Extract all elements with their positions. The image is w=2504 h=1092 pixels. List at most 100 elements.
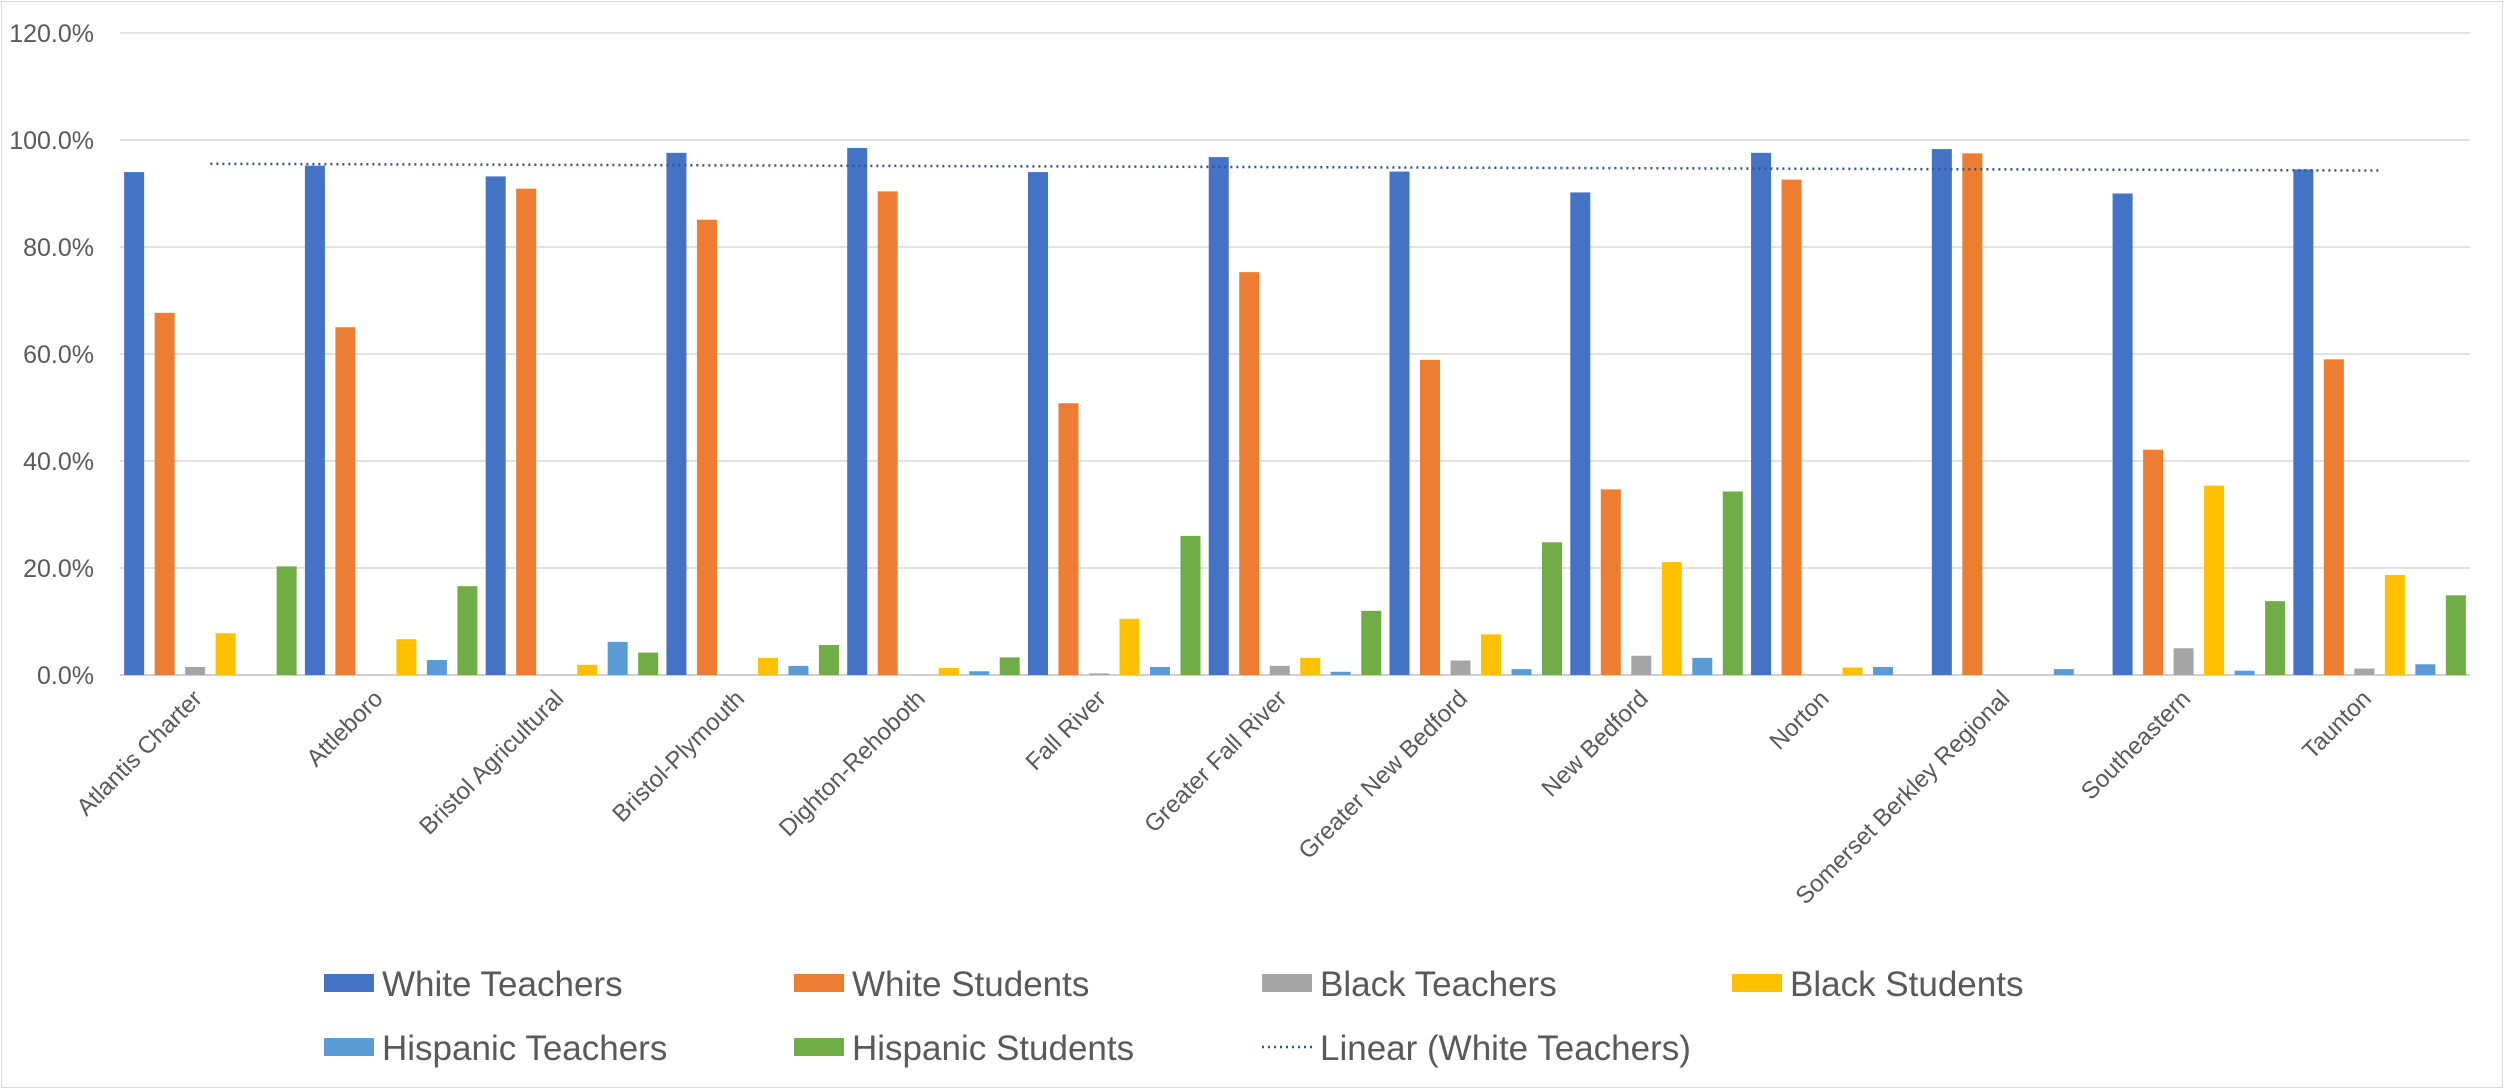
bar-black-teachers <box>1450 660 1471 675</box>
bar-white-teachers <box>1208 157 1229 675</box>
bar-hispanic-students <box>457 586 478 675</box>
bar-black-students <box>1300 657 1321 675</box>
x-tick-label: Taunton <box>2297 685 2376 764</box>
bar-hispanic-students <box>1361 610 1382 675</box>
y-tick-label: 60.0% <box>23 341 94 369</box>
x-tick-label: Somerset Berkley Regional <box>1791 685 2016 910</box>
bar-black-students <box>215 633 236 675</box>
bar-black-students <box>1481 634 1502 675</box>
legend-item: Black Students <box>1732 965 2023 1004</box>
bar-white-teachers <box>1751 152 1772 676</box>
x-axis: Atlantis Charter Attleboro Bristol Agricul… <box>72 685 2377 910</box>
bar-hispanic-teachers <box>1692 657 1713 675</box>
bar-white-students <box>696 219 717 675</box>
y-tick-label: 40.0% <box>23 448 94 476</box>
legend-label: White Students <box>852 965 1089 1004</box>
x-tick-label: Greater New Bedford <box>1294 685 1473 864</box>
legend-item: Linear (White Teachers) <box>1262 1029 1691 1068</box>
bar-white-teachers <box>485 176 506 675</box>
bar-hispanic-students <box>1722 491 1743 675</box>
legend-label: Hispanic Students <box>852 1029 1134 1068</box>
x-tick-label: Fall River <box>1021 685 1112 776</box>
bar-white-students <box>335 327 356 675</box>
legend-label: Black Students <box>1790 965 2023 1004</box>
gridlines <box>120 32 2470 676</box>
x-tick-label: Bristol Agricultural <box>414 685 569 840</box>
bar-black-students <box>1119 618 1140 675</box>
bar-black-teachers <box>185 666 206 675</box>
bar-hispanic-students <box>818 645 839 675</box>
legend-label: Black Teachers <box>1320 965 1557 1004</box>
legend: White Teachers White Students Black Teache… <box>324 965 2023 1068</box>
legend-swatch <box>794 974 844 992</box>
bar-hispanic-teachers <box>2053 669 2074 675</box>
y-tick-label: 120.0% <box>9 20 94 48</box>
bar-black-students <box>938 668 959 675</box>
legend-item: Hispanic Students <box>794 1029 1134 1068</box>
bar-white-students <box>1781 179 1802 675</box>
legend-label: Linear (White Teachers) <box>1320 1029 1691 1068</box>
bar-black-teachers <box>1088 673 1109 675</box>
bar-white-teachers <box>1027 172 1048 675</box>
legend-swatch <box>1262 974 1312 992</box>
legend-swatch <box>324 1038 374 1056</box>
bar-hispanic-teachers <box>788 665 809 675</box>
bar-hispanic-teachers <box>969 671 990 675</box>
bar-white-teachers <box>1389 171 1410 675</box>
bar-white-students <box>1058 403 1079 675</box>
bar-black-students <box>2384 574 2405 675</box>
x-tick-label: Greater Fall River <box>1139 685 1292 838</box>
bar-white-students <box>2143 449 2164 675</box>
bar-white-students <box>1420 359 1441 675</box>
bar-white-teachers <box>1570 192 1591 675</box>
bar-hispanic-students <box>1180 535 1201 675</box>
bar-hispanic-teachers <box>426 660 447 675</box>
bar-black-teachers <box>2173 648 2194 675</box>
bar-hispanic-teachers <box>1511 669 1532 675</box>
bar-white-teachers <box>304 165 325 675</box>
bar-black-students <box>757 657 778 675</box>
bar-hispanic-students <box>2265 601 2286 675</box>
bar-white-teachers <box>847 148 868 675</box>
bar-white-students <box>154 312 175 675</box>
legend-label: Hispanic Teachers <box>382 1029 667 1068</box>
bar-black-students <box>396 639 417 675</box>
legend-swatch <box>794 1038 844 1056</box>
y-tick-label: 80.0% <box>23 234 94 262</box>
legend-item: White Students <box>794 965 1089 1004</box>
bar-white-students <box>1600 489 1621 675</box>
bar-white-teachers <box>2293 169 2314 676</box>
bar-black-students <box>1661 562 1682 675</box>
y-tick-label: 0.0% <box>37 662 94 690</box>
bar-hispanic-teachers <box>1149 666 1170 675</box>
x-tick-label: Attleboro <box>301 685 388 772</box>
y-tick-label: 100.0% <box>9 127 94 155</box>
legend-item: Black Teachers <box>1262 965 1557 1004</box>
bar-hispanic-teachers <box>2415 664 2436 675</box>
legend-label: White Teachers <box>382 965 623 1004</box>
bar-white-students <box>516 188 537 675</box>
bar-white-students <box>1239 272 1260 675</box>
bar-hispanic-teachers <box>2234 670 2255 675</box>
bar-white-students <box>1962 153 1983 675</box>
legend-item: Hispanic Teachers <box>324 1029 667 1068</box>
legend-item: White Teachers <box>324 965 623 1004</box>
x-tick-label: New Bedford <box>1537 685 1654 802</box>
x-tick-label: Bristol-Plymouth <box>607 685 750 828</box>
bar-hispanic-students <box>2445 595 2466 675</box>
bar-white-teachers <box>2112 193 2133 675</box>
y-axis-labels: 0.0% 20.0% 40.0% 60.0% 80.0% 100.0% 120.0% <box>9 20 94 690</box>
y-tick-label: 20.0% <box>23 555 94 583</box>
bar-hispanic-students <box>638 652 659 675</box>
bar-hispanic-teachers <box>607 641 628 675</box>
bar-hispanic-students <box>999 657 1020 675</box>
bar-black-teachers <box>2354 668 2375 675</box>
bar-hispanic-teachers <box>1873 666 1894 675</box>
legend-swatch <box>1732 974 1782 992</box>
bar-black-students <box>1842 667 1863 675</box>
bar-white-teachers <box>1931 149 1952 676</box>
x-tick-label: Southeastern <box>2076 685 2196 805</box>
bar-white-teachers <box>666 152 687 676</box>
x-tick-label: Atlantis Charter <box>72 685 208 821</box>
